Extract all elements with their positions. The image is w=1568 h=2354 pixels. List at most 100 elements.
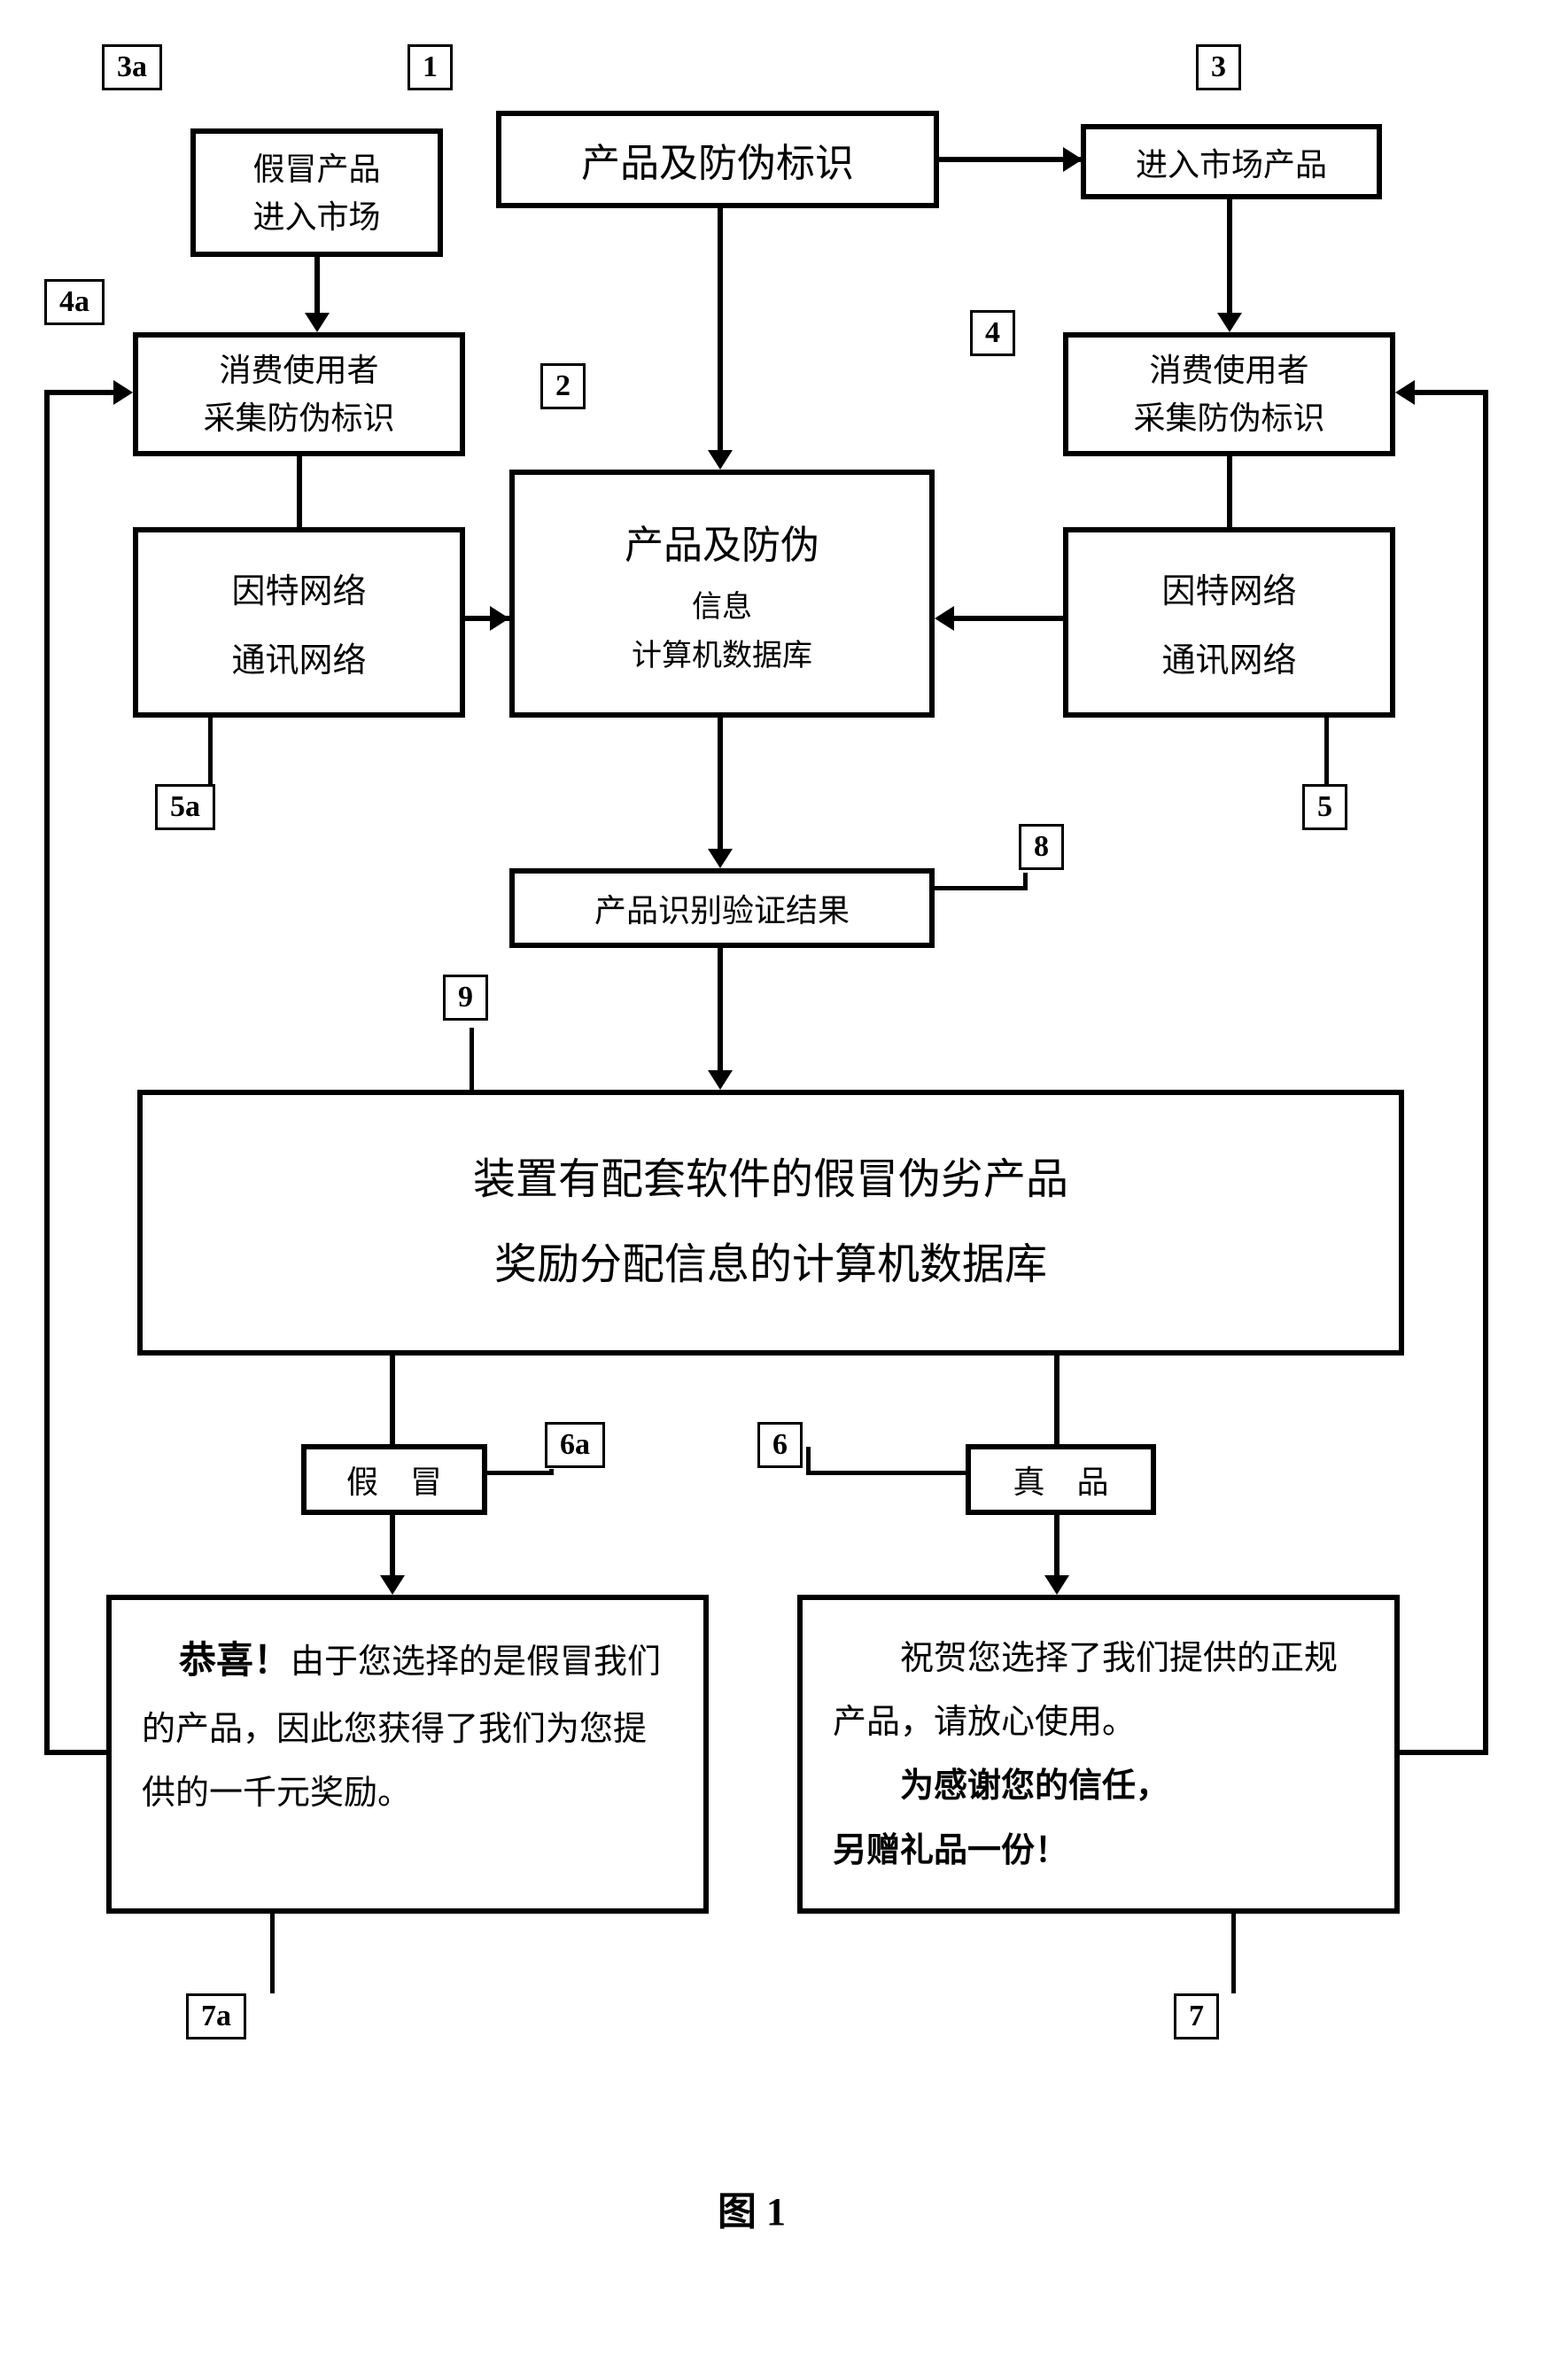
node-consumer-collect-left: 消费使用者 采集防伪标识 bbox=[133, 332, 465, 456]
node-4-l2: 采集防伪标识 bbox=[1133, 394, 1324, 442]
node-3a-l1: 假冒产品 bbox=[252, 145, 380, 193]
label-4a: 4a bbox=[44, 279, 105, 325]
edge-1-2 bbox=[718, 208, 723, 461]
node-2-l3: 计算机数据库 bbox=[632, 631, 812, 674]
node-fake-result: 假 冒 bbox=[301, 1444, 487, 1515]
edge-5-2-arrow bbox=[935, 606, 954, 631]
node-2-l1: 产品及防伪 bbox=[625, 513, 819, 570]
edge-1-3 bbox=[939, 157, 1081, 162]
label-5: 5 bbox=[1302, 784, 1347, 830]
edge-5a-2-arrow bbox=[490, 606, 509, 631]
node-product-anticounterfeit-id: 产品及防伪标识 bbox=[496, 111, 939, 208]
label-2-text: 2 bbox=[555, 369, 571, 403]
node-6-text: 真 品 bbox=[1013, 1457, 1108, 1503]
edge-4-5 bbox=[1227, 456, 1232, 527]
caption-text: 图 1 bbox=[718, 2190, 786, 2234]
label-3a: 3a bbox=[102, 44, 162, 90]
leader-5 bbox=[1324, 718, 1329, 784]
label-1-text: 1 bbox=[423, 50, 438, 84]
node-verify-result: 产品识别验证结果 bbox=[509, 868, 935, 948]
node-1-text: 产品及防伪标识 bbox=[581, 131, 854, 188]
edge-2-8-arrow bbox=[708, 849, 733, 868]
node-9-l1: 装置有配套软件的假冒伪劣产品 bbox=[473, 1138, 1068, 1223]
edge-4a-5a bbox=[297, 456, 302, 527]
label-2: 2 bbox=[540, 363, 586, 409]
label-9-text: 9 bbox=[458, 981, 473, 1014]
leader-8 bbox=[935, 886, 1023, 890]
edge-3a-4a-arrow bbox=[305, 313, 330, 332]
fb-r-h1 bbox=[1400, 1750, 1488, 1755]
label-9: 9 bbox=[443, 975, 488, 1021]
label-7a-text: 7a bbox=[201, 2000, 231, 2033]
node-reward-database: 装置有配套软件的假冒伪劣产品 奖励分配信息的计算机数据库 bbox=[137, 1090, 1404, 1356]
edge-1-2-arrow bbox=[708, 450, 733, 470]
fb-l-h1 bbox=[44, 1750, 106, 1755]
node-5a-l1: 因特网络 bbox=[231, 563, 366, 612]
label-5a: 5a bbox=[155, 784, 215, 830]
leader-9 bbox=[470, 1028, 474, 1090]
label-7-text: 7 bbox=[1189, 2000, 1204, 2033]
node-consumer-collect-right: 消费使用者 采集防伪标识 bbox=[1063, 332, 1395, 456]
label-3a-text: 3a bbox=[117, 50, 147, 84]
node-8-text: 产品识别验证结果 bbox=[594, 885, 850, 931]
node-9-l2: 奖励分配信息的计算机数据库 bbox=[494, 1223, 1047, 1308]
label-6-text: 6 bbox=[772, 1428, 788, 1462]
node-fake-enter-market: 假冒产品 进入市场 bbox=[190, 128, 443, 257]
fb-l-arrow bbox=[113, 380, 133, 405]
edge-5-2 bbox=[954, 616, 1063, 621]
node-2-l2: 信息 bbox=[692, 582, 752, 625]
fb-r-arrow bbox=[1395, 380, 1415, 405]
leader-7a bbox=[270, 1914, 275, 1993]
edge-6a-7a-arrow bbox=[380, 1575, 405, 1595]
edge-2-8 bbox=[718, 718, 723, 859]
fb-l-v bbox=[44, 390, 50, 1755]
node-5-l1: 因特网络 bbox=[1161, 563, 1296, 612]
node-5a-l2: 通讯网络 bbox=[231, 633, 366, 681]
node-network-left: 因特网络 通讯网络 bbox=[133, 527, 465, 718]
node-4-l1: 消费使用者 bbox=[1149, 346, 1308, 394]
node-4a-l2: 采集防伪标识 bbox=[203, 394, 394, 442]
node-genuine-result: 真 品 bbox=[966, 1444, 1156, 1515]
label-6a-text: 6a bbox=[560, 1428, 590, 1462]
edge-6-7-arrow bbox=[1044, 1575, 1069, 1595]
node-7-t2: 为感谢您的信任， bbox=[833, 1754, 1364, 1818]
node-enter-market: 进入市场产品 bbox=[1081, 124, 1382, 199]
node-4a-l1: 消费使用者 bbox=[219, 346, 378, 394]
fb-r-h2 bbox=[1415, 390, 1488, 395]
node-6a-text: 假 冒 bbox=[346, 1457, 442, 1503]
label-4: 4 bbox=[970, 310, 1015, 356]
label-8-text: 8 bbox=[1034, 830, 1049, 864]
node-fake-message: 恭喜！由于您选择的是假冒我们的产品，因此您获得了我们为您提供的一千元奖励。 bbox=[106, 1595, 709, 1914]
label-7: 7 bbox=[1174, 1993, 1219, 2039]
node-7a-prefix: 恭喜！ bbox=[142, 1641, 291, 1682]
fb-r-v bbox=[1483, 390, 1488, 1755]
node-genuine-message: 祝贺您选择了我们提供的正规产品，请放心使用。 为感谢您的信任， 另赠礼品一份！ bbox=[797, 1595, 1400, 1914]
fb-l-h2 bbox=[44, 390, 113, 395]
edge-3-4 bbox=[1227, 199, 1232, 323]
label-5-text: 5 bbox=[1317, 790, 1332, 824]
figure-caption: 图 1 bbox=[718, 2179, 786, 2236]
leader-7 bbox=[1231, 1914, 1236, 1993]
label-6: 6 bbox=[757, 1422, 803, 1468]
node-3-text: 进入市场产品 bbox=[1136, 139, 1327, 185]
node-3a-l2: 进入市场 bbox=[252, 193, 380, 241]
label-1: 1 bbox=[408, 44, 453, 90]
flowchart: 产品及防伪标识 1 假冒产品 进入市场 3a 进入市场产品 3 消费使用者 采集… bbox=[35, 35, 1533, 2301]
edge-9-6a bbox=[390, 1356, 395, 1444]
label-5a-text: 5a bbox=[170, 790, 200, 824]
label-3: 3 bbox=[1196, 44, 1241, 90]
label-7a: 7a bbox=[186, 1993, 246, 2039]
node-network-right: 因特网络 通讯网络 bbox=[1063, 527, 1395, 718]
node-5-l2: 通讯网络 bbox=[1161, 633, 1296, 681]
label-6a: 6a bbox=[545, 1422, 605, 1468]
leader-5a bbox=[208, 718, 213, 784]
edge-8-9-arrow bbox=[708, 1070, 733, 1090]
label-3-text: 3 bbox=[1211, 50, 1226, 84]
leader-6h bbox=[806, 1471, 966, 1475]
node-database: 产品及防伪 信息 计算机数据库 bbox=[509, 470, 935, 718]
label-4-text: 4 bbox=[985, 316, 1000, 350]
leader-6a bbox=[487, 1471, 549, 1475]
leader-8v bbox=[1023, 873, 1028, 890]
node-7-t3: 另赠礼品一份！ bbox=[833, 1819, 1364, 1883]
label-8: 8 bbox=[1019, 824, 1064, 870]
